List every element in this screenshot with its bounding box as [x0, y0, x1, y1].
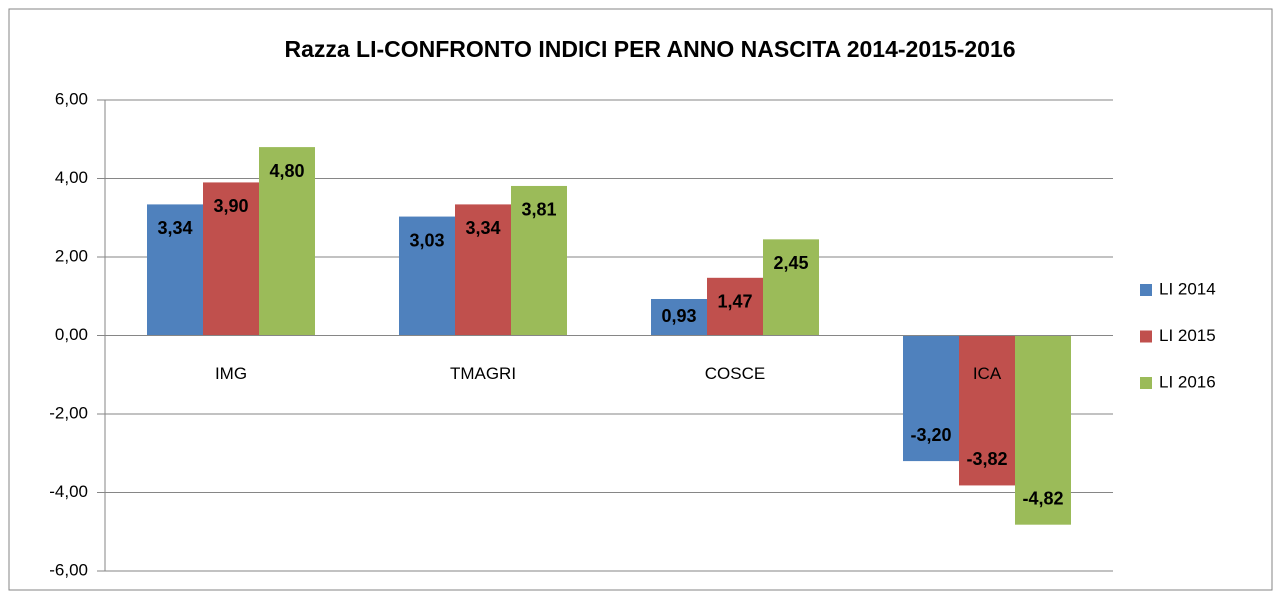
x-tick-label: ICA — [973, 364, 1002, 383]
y-tick-label: -2,00 — [49, 403, 88, 422]
x-tick-label: IMG — [215, 364, 247, 383]
bar — [763, 239, 819, 336]
bar — [399, 216, 455, 336]
x-tick-label: TMAGRI — [450, 364, 516, 383]
data-label: 1,47 — [717, 292, 752, 312]
bar — [203, 182, 259, 336]
data-label: -3,20 — [910, 425, 951, 445]
data-label: 4,80 — [269, 161, 304, 181]
legend-label: LI 2016 — [1159, 372, 1216, 391]
data-label: -4,82 — [1022, 488, 1063, 508]
legend-label: LI 2014 — [1159, 279, 1216, 298]
data-label: 0,93 — [661, 306, 696, 326]
bar — [959, 335, 1015, 486]
bar — [259, 147, 315, 336]
data-label: 3,81 — [521, 200, 556, 220]
data-label: 3,90 — [213, 196, 248, 216]
legend-swatch — [1140, 284, 1152, 296]
legend-swatch — [1140, 377, 1152, 389]
legend-swatch — [1140, 330, 1152, 343]
y-tick-label: 0,00 — [55, 325, 88, 344]
bar — [903, 335, 959, 462]
y-tick-label: 2,00 — [55, 246, 88, 265]
y-tick-label: -4,00 — [49, 482, 88, 501]
y-tick-label: 6,00 — [55, 89, 88, 108]
data-label: 2,45 — [773, 253, 808, 273]
data-label: 3,03 — [409, 230, 444, 250]
bar — [1015, 335, 1071, 525]
bar — [455, 204, 511, 336]
chart-title: Razza LI-CONFRONTO INDICI PER ANNO NASCI… — [284, 36, 1015, 62]
legend-label: LI 2015 — [1159, 326, 1216, 345]
bar — [651, 298, 707, 336]
data-label: -3,82 — [966, 449, 1007, 469]
y-tick-label: 4,00 — [55, 168, 88, 187]
data-label: 3,34 — [465, 218, 500, 238]
bar — [511, 185, 567, 336]
bar — [707, 277, 763, 336]
bar — [147, 204, 203, 336]
y-tick-label: -6,00 — [49, 560, 88, 579]
data-label: 3,34 — [157, 218, 192, 238]
x-tick-label: COSCE — [705, 364, 765, 383]
